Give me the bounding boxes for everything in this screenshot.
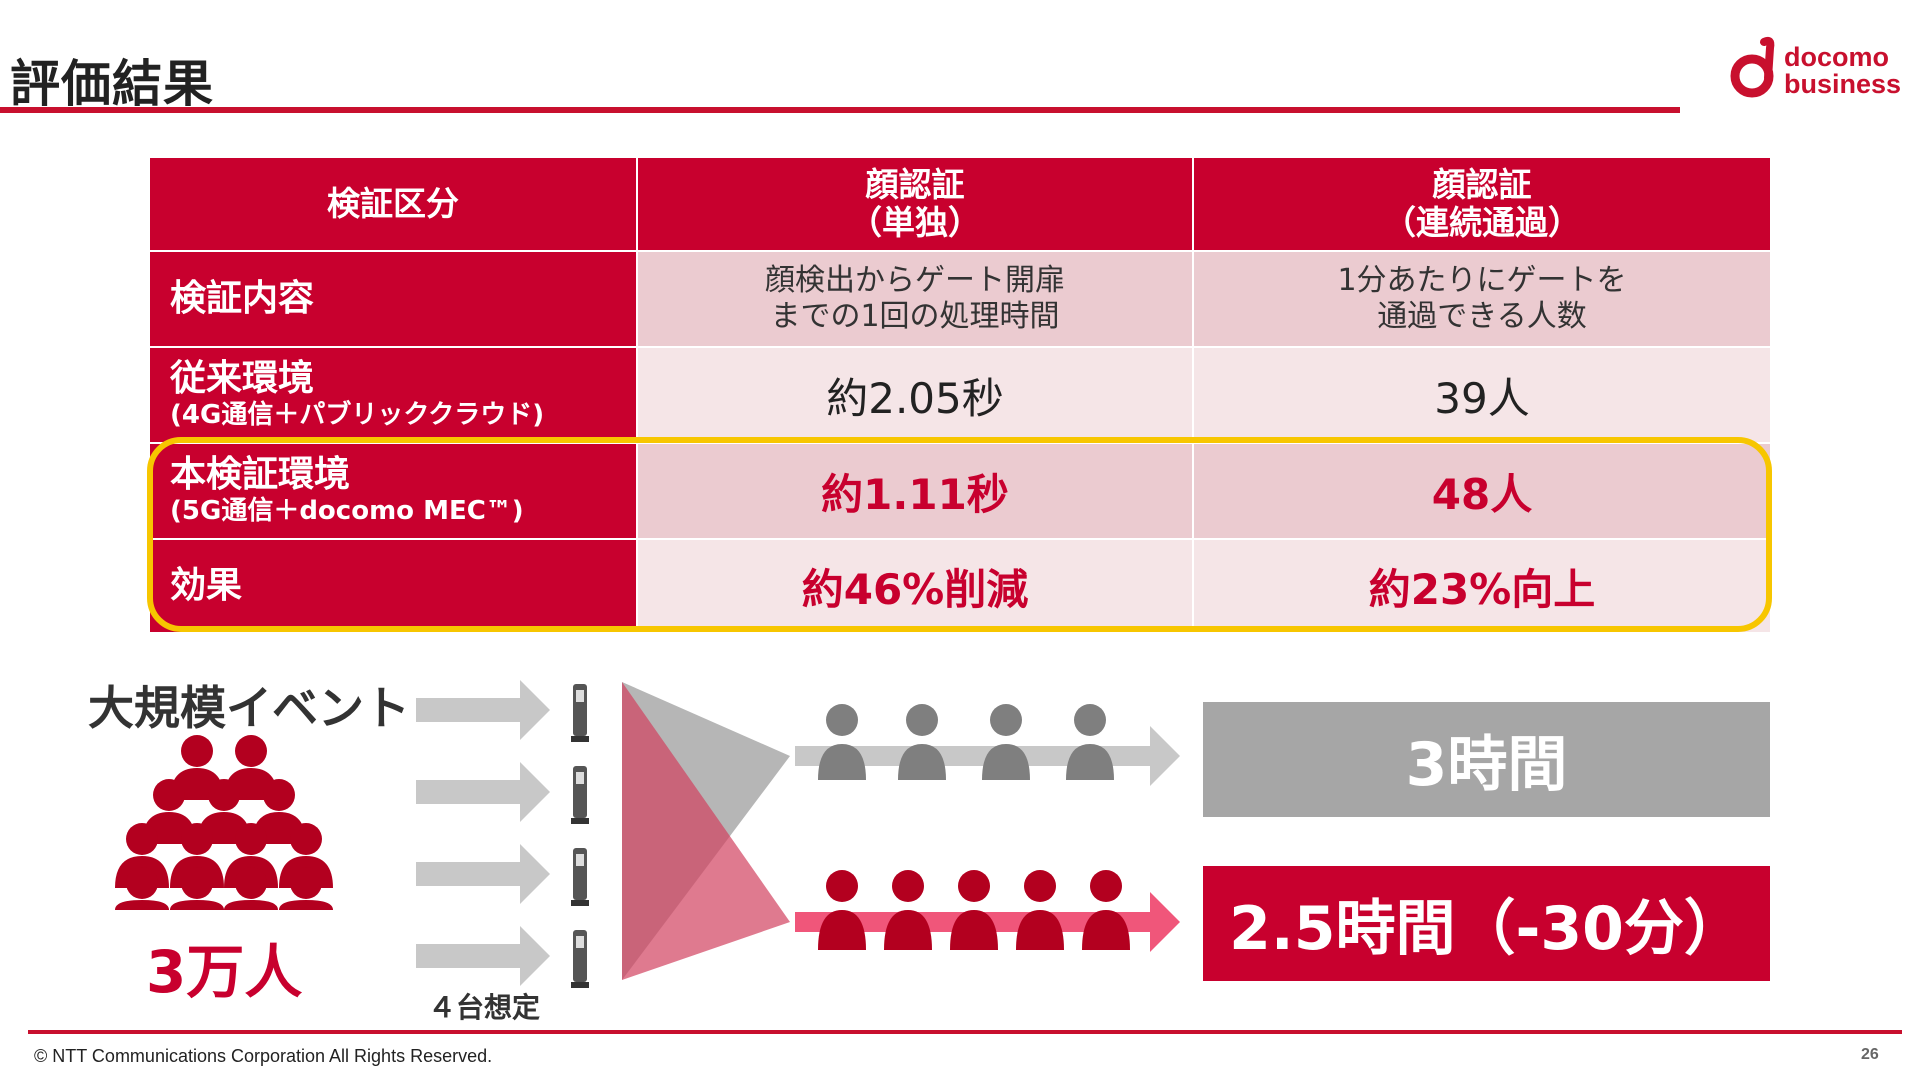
cell-effect-continuous: 約23%向上 bbox=[1192, 538, 1772, 634]
crowd-icon bbox=[115, 735, 333, 910]
copyright-text: © NTT Communications Corporation All Rig… bbox=[34, 1046, 493, 1066]
gate-icons bbox=[571, 684, 589, 988]
gate-count-label: ４台想定 bbox=[428, 991, 541, 1024]
result-before-text: 3時間 bbox=[1405, 730, 1568, 800]
table-header-row: 検証区分 顔認証 （単独） 顔認証 （連続通過） bbox=[148, 156, 1772, 252]
evaluation-table: 検証区分 顔認証 （単独） 顔認証 （連続通過） 検証内容 顔検出からゲート開扉… bbox=[148, 156, 1772, 634]
result-after-text: 2.5時間（-30分） bbox=[1229, 894, 1744, 964]
funnel-red bbox=[622, 682, 790, 980]
cell-content-continuous: 1分あたりにゲートを 通過できる人数 bbox=[1192, 250, 1772, 348]
row-label-new: 本検証環境 (5G通信＋docomo MEC™) bbox=[148, 442, 638, 540]
result-after-box: 2.5時間（-30分） bbox=[1203, 866, 1770, 981]
table-row: 効果 約46%削減 約23%向上 bbox=[148, 538, 1772, 634]
row-label-effect: 効果 bbox=[148, 538, 638, 634]
cell-legacy-continuous: 39人 bbox=[1192, 346, 1772, 444]
red-people-icons bbox=[818, 870, 1130, 950]
logo-line-2: business bbox=[1784, 69, 1902, 99]
logo-wordmark: docomo business bbox=[1784, 44, 1901, 98]
cell-legacy-single: 約2.05秒 bbox=[636, 346, 1194, 444]
cell-new-continuous: 48人 bbox=[1192, 442, 1772, 540]
table-row: 本検証環境 (5G通信＋docomo MEC™) 約1.11秒 48人 bbox=[148, 442, 1772, 540]
docomo-business-logo: docomo business bbox=[1730, 34, 1901, 104]
row-label-legacy: 従来環境 (4G通信＋パブリッククラウド) bbox=[148, 346, 638, 444]
table-row: 検証内容 顔検出からゲート開扉 までの1回の処理時間 1分あたりにゲートを 通過… bbox=[148, 250, 1772, 348]
gray-people-icons bbox=[818, 704, 1114, 780]
header-cell-continuous: 顔認証 （連続通過） bbox=[1192, 156, 1772, 252]
cell-new-single: 約1.11秒 bbox=[636, 442, 1194, 540]
input-arrow-icons bbox=[416, 680, 550, 986]
docomo-d-icon bbox=[1730, 36, 1775, 98]
table-row: 従来環境 (4G通信＋パブリッククラウド) 約2.05秒 39人 bbox=[148, 346, 1772, 444]
title-divider bbox=[0, 107, 1680, 113]
crowd-count: 3万人 bbox=[146, 938, 303, 1006]
cell-effect-single: 約46%削減 bbox=[636, 538, 1194, 634]
page-title: 評価結果 bbox=[10, 55, 214, 113]
header-cell-category: 検証区分 bbox=[148, 156, 638, 252]
page-number: 26 bbox=[1861, 1046, 1879, 1063]
event-label: 大規模イベント bbox=[88, 681, 410, 735]
flow-diagram bbox=[115, 680, 1180, 988]
row-label-content: 検証内容 bbox=[148, 250, 638, 348]
header-cell-single: 顔認証 （単独） bbox=[636, 156, 1194, 252]
logo-line-1: docomo bbox=[1784, 42, 1889, 72]
cell-content-single: 顔検出からゲート開扉 までの1回の処理時間 bbox=[636, 250, 1194, 348]
footer-divider bbox=[28, 1030, 1902, 1034]
result-before-box: 3時間 bbox=[1203, 702, 1770, 817]
